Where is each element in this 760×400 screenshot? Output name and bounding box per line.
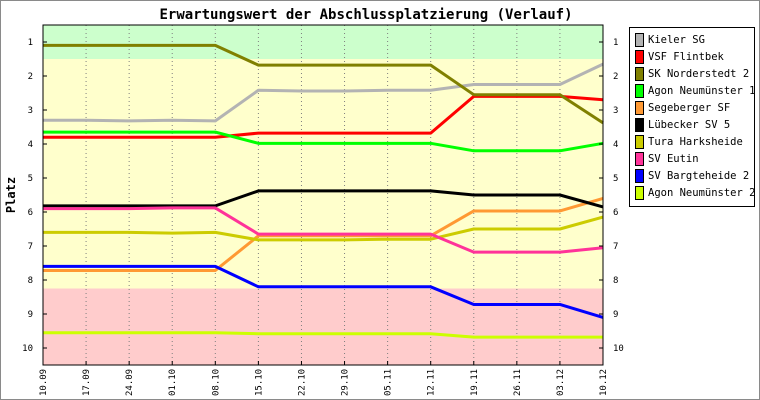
y-tick-label-left-2: 2	[28, 72, 33, 82]
y-tick-label-right-3: 3	[613, 106, 618, 116]
plot-area-border	[42, 24, 604, 366]
legend-item-3: SK Norderstedt 2	[635, 66, 749, 82]
legend-label: Segeberger SF	[648, 102, 731, 114]
legend-item-5: Segeberger SF	[635, 100, 730, 116]
y-tick-label-left-8: 8	[28, 276, 33, 286]
legend-swatch	[635, 135, 644, 149]
y-tick-label-left-4: 4	[28, 140, 33, 150]
x-tick-label-01.10: 01.10	[168, 369, 178, 396]
series-line-1	[43, 62, 604, 123]
legend-label: Agon Neumünster 1	[648, 85, 756, 97]
y-tick-label-right-1: 1	[613, 38, 618, 48]
x-tick-label-26.11: 26.11	[513, 369, 523, 396]
series-line-9	[43, 264, 604, 319]
x-tick-label-17.09: 17.09	[82, 369, 92, 396]
y-tick-label-left-7: 7	[28, 242, 33, 252]
legend-swatch	[635, 33, 644, 47]
x-axis-ticks: 10.09 17.09 24.09 01.10 08.10 15.10 22.10 29.10…	[39, 361, 609, 396]
x-tick-label-10.12: 10.12	[599, 369, 609, 396]
legend-label: VSF Flintbek	[648, 51, 724, 63]
legend-item-7: Tura Harksheide	[635, 134, 743, 150]
y-tick-label-left-9: 9	[28, 310, 33, 320]
series-line-10	[43, 331, 603, 339]
legend-swatch	[635, 118, 644, 132]
y-tick-label-left-3: 3	[28, 106, 33, 116]
legend-label: Tura Harksheide	[648, 136, 743, 148]
series-lines	[43, 43, 604, 339]
y-tick-label-left-10: 10	[22, 344, 33, 354]
y-tick-label-right-7: 7	[613, 242, 618, 252]
legend: Kieler SG VSF Flintbek SK Norderstedt 2 Ago…	[629, 27, 755, 207]
series-line-4	[43, 130, 604, 153]
x-tick-label-15.10: 15.10	[254, 369, 264, 396]
y-axis-label: Platz	[4, 177, 18, 213]
legend-swatch	[635, 186, 644, 200]
y-tick-label-right-4: 4	[613, 140, 618, 150]
series-line-8	[43, 206, 604, 254]
x-tick-label-05.11: 05.11	[384, 369, 394, 396]
y-tick-label-right-10: 10	[613, 344, 624, 354]
band-1	[43, 25, 603, 59]
series-line-6	[43, 189, 604, 209]
legend-label: SK Norderstedt 2	[648, 68, 750, 80]
x-tick-label-29.10: 29.10	[341, 369, 351, 396]
x-tick-label-08.10: 08.10	[211, 369, 221, 396]
legend-swatch	[635, 50, 644, 64]
legend-swatch	[635, 152, 644, 166]
legend-item-2: VSF Flintbek	[635, 49, 724, 65]
series-line-7	[43, 215, 604, 242]
y-tick-label-left-1: 1	[28, 38, 33, 48]
chart-title: Erwartungswert der Abschlussplatzierung …	[159, 7, 572, 23]
y-tick-label-right-5: 5	[613, 174, 618, 184]
legend-item-1: Kieler SG	[635, 32, 705, 48]
y-tick-label-right-9: 9	[613, 310, 618, 320]
x-tick-label-10.09: 10.09	[39, 369, 49, 396]
y-tick-label-right-8: 8	[613, 276, 618, 286]
vertical-gridlines	[85, 25, 561, 365]
legend-swatch	[635, 84, 644, 98]
legend-item-10: Agon Neumünster 2	[635, 185, 755, 201]
y-tick-label-right-6: 6	[613, 208, 618, 218]
series-line-3	[43, 43, 604, 125]
x-tick-label-19.11: 19.11	[470, 369, 480, 396]
band-3	[43, 288, 603, 365]
legend-label: Lübecker SV 5	[648, 119, 731, 131]
legend-label: SV Eutin	[648, 153, 699, 165]
x-tick-label-03.12: 03.12	[556, 369, 566, 396]
series-line-2	[43, 94, 604, 139]
y-tick-label-left-6: 6	[28, 208, 33, 218]
legend-label: SV Bargteheide 2	[648, 170, 750, 182]
legend-label: Kieler SG	[648, 34, 705, 46]
legend-swatch	[635, 67, 644, 81]
x-tick-label-24.09: 24.09	[125, 369, 135, 396]
series-line-5	[43, 196, 604, 272]
x-tick-label-22.10: 22.10	[297, 369, 307, 396]
y-tick-label-right-2: 2	[613, 72, 618, 82]
y-axis-ticks: 1 1 2 2 3 3 4 4 5 5 6 6 7 7 8 8 9 9 10 10	[22, 38, 624, 354]
legend-item-4: Agon Neumünster 1	[635, 83, 755, 99]
legend-label: Agon Neumünster 2	[648, 187, 756, 199]
legend-item-9: SV Bargteheide 2	[635, 168, 749, 184]
legend-swatch	[635, 169, 644, 183]
y-tick-label-left-5: 5	[28, 174, 33, 184]
legend-item-6: Lübecker SV 5	[635, 117, 730, 133]
x-tick-label-12.11: 12.11	[427, 369, 437, 396]
legend-item-8: SV Eutin	[635, 151, 699, 167]
legend-swatch	[635, 101, 644, 115]
